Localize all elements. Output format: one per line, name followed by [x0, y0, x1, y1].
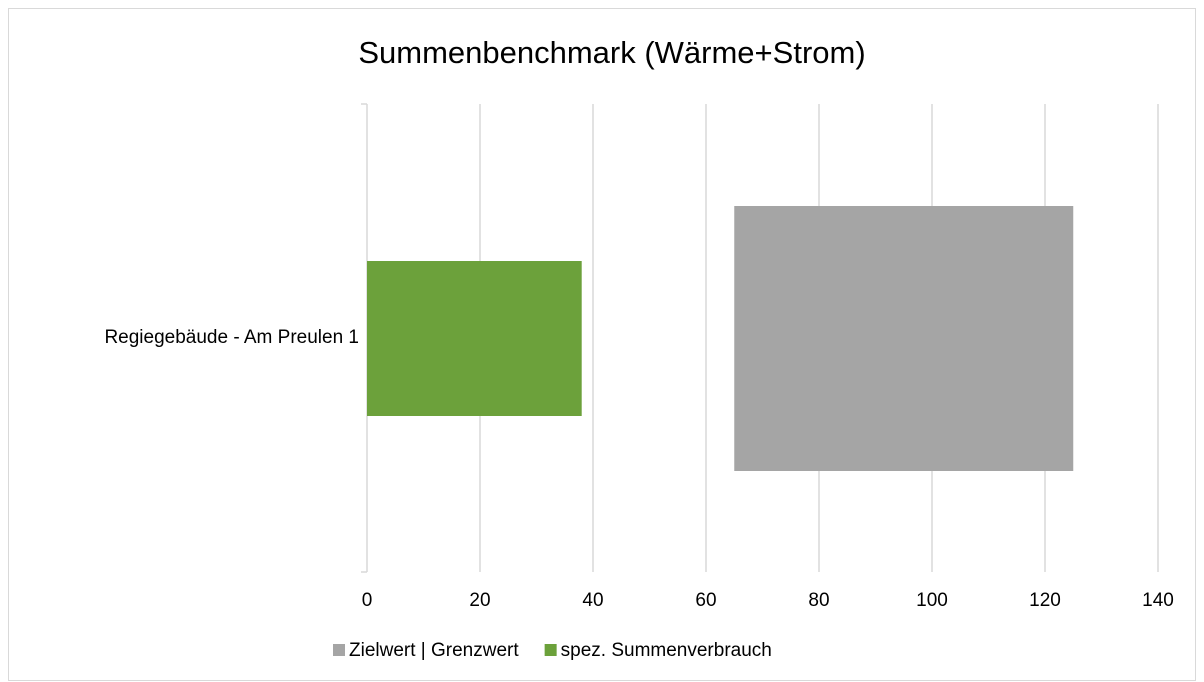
range-bar [734, 206, 1074, 471]
x-tick-label: 80 [808, 590, 829, 611]
x-tick-label: 40 [582, 590, 603, 611]
x-tick-label: 60 [695, 590, 716, 611]
legend-label: Zielwert | Grenzwert [349, 640, 519, 661]
bar [367, 261, 582, 416]
legend-swatch [544, 644, 557, 656]
x-tick-label: 120 [1029, 590, 1061, 611]
x-tick-label: 100 [916, 590, 948, 611]
legend-swatch [333, 644, 345, 656]
x-tick-label: 140 [1142, 590, 1174, 611]
x-tick-label: 20 [469, 590, 490, 611]
y-tick-label: Regiegebäude - Am Preulen 1 [104, 327, 359, 348]
chart-title: Summenbenchmark (Wärme+Strom) [358, 35, 865, 70]
legend-label: spez. Summenverbrauch [561, 640, 772, 661]
x-tick-label: 0 [362, 590, 373, 611]
